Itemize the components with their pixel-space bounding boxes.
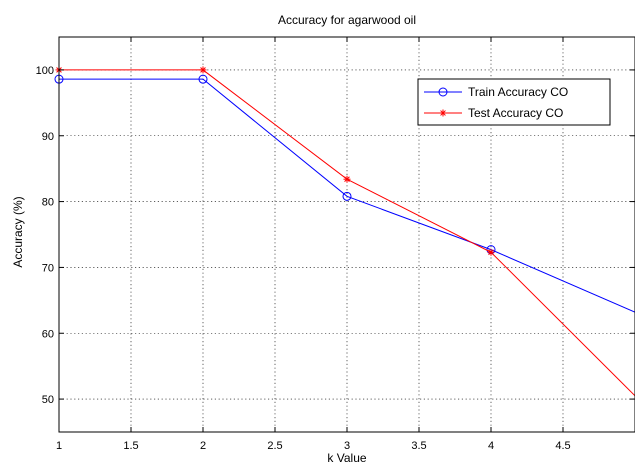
series-1-point [342,191,352,201]
x-tick-label: 3 [344,440,350,452]
x-tick-label: 3.5 [411,440,426,452]
legend-box [417,78,611,126]
y-axis-title: Accuracy (%) [11,196,25,267]
x-tick-label: 4.5 [555,440,570,452]
x-axis-title: k Value [327,451,366,465]
y-tick-label: 50 [42,394,54,406]
y-tick-label: 90 [42,131,54,143]
x-tick-label: 1.5 [123,440,138,452]
series-2-point [487,248,495,256]
legend-marker-1 [438,87,448,97]
y-tick-label: 70 [42,262,54,274]
series-line-1 [59,78,635,313]
axis-ticks: 1 1.5 2 2.5 3 3.5 4 4.5 50 60 70 80 90 100 [36,37,635,452]
legend: Train Accuracy CO Test Accuracy CO [417,78,611,126]
chart-title: Accuracy for agarwood oil [278,13,416,27]
series-1-point [198,74,208,84]
x-tick-label: 2 [200,440,206,452]
y-tick-label: 60 [42,328,54,340]
series-2-point [199,66,207,74]
x-tick-label: 2.5 [267,440,282,452]
y-tick-label: 100 [36,65,54,77]
x-tick-label: 4 [488,440,494,452]
y-tick-label: 80 [42,197,54,209]
legend-label-2: Test Accuracy CO [468,106,563,120]
x-tick-label: 1 [56,440,62,452]
legend-marker-2 [439,109,447,117]
legend-label-1: Train Accuracy CO [468,85,568,99]
series-2-point [343,175,351,183]
